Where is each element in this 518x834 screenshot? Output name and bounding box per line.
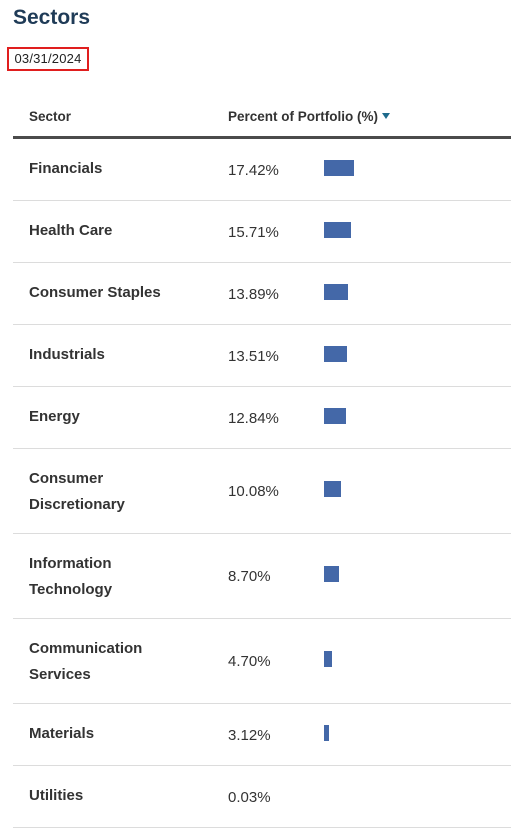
table-row: Financials 17.42%: [13, 139, 511, 201]
percent-value: 3.12%: [228, 727, 271, 744]
sector-name-line: Discretionary: [29, 496, 125, 513]
percent-bar: [324, 160, 354, 176]
sector-name: Financials: [29, 156, 199, 182]
table-row: Consumer Staples 13.89%: [13, 263, 511, 325]
percent-value: 8.70%: [228, 568, 271, 585]
sector-name: Information Technology: [29, 551, 199, 603]
table-row: Materials 3.12%: [13, 704, 511, 766]
column-header-percent[interactable]: Percent of Portfolio (%): [228, 109, 391, 124]
sector-name-line: Communication: [29, 640, 143, 657]
percent-value: 12.84%: [228, 410, 279, 427]
percent-bar: [324, 725, 329, 741]
sector-name-line: Utilities: [29, 787, 84, 804]
as-of-date: 03/31/2024: [7, 47, 89, 71]
percent-value: 4.70%: [228, 653, 271, 670]
column-header-sector[interactable]: Sector: [29, 109, 72, 124]
sector-name: Utilities: [29, 783, 199, 809]
percent-value: 13.89%: [228, 286, 279, 303]
sector-name-line: Consumer: [29, 470, 104, 487]
table-row: Industrials 13.51%: [13, 325, 511, 387]
sector-name-line: Services: [29, 666, 91, 683]
percent-bar: [324, 566, 339, 582]
table-row: Utilities 0.03%: [13, 766, 511, 828]
percent-value: 13.51%: [228, 348, 279, 365]
percent-bar: [324, 346, 347, 362]
sector-name-line: Consumer Staples: [29, 284, 161, 301]
percent-bar: [324, 481, 341, 497]
percent-bar: [324, 284, 348, 300]
sector-name-line: Health Care: [29, 222, 113, 239]
sector-name-line: Energy: [29, 408, 80, 425]
sector-name: Industrials: [29, 342, 199, 368]
sector-name-line: Technology: [29, 581, 113, 598]
table-row: Communication Services 4.70%: [13, 619, 511, 704]
table-header: Sector Percent of Portfolio (%): [13, 96, 511, 139]
sector-name-line: Materials: [29, 725, 95, 742]
percent-value: 10.08%: [228, 483, 279, 500]
sector-name-line: Industrials: [29, 346, 105, 363]
percent-value: 0.03%: [228, 789, 271, 806]
percent-value: 15.71%: [228, 224, 279, 241]
table-row: Consumer Discretionary 10.08%: [13, 449, 511, 534]
sector-name: Consumer Staples: [29, 280, 199, 306]
sector-name: Consumer Discretionary: [29, 466, 199, 518]
page-title: Sectors: [13, 6, 91, 29]
sector-name-line: Financials: [29, 160, 103, 177]
sectors-table: Sector Percent of Portfolio (%) Financia…: [13, 96, 511, 828]
percent-bar: [324, 651, 332, 667]
table-row: Health Care 15.71%: [13, 201, 511, 263]
sort-descending-icon[interactable]: [382, 113, 391, 119]
table-row: Information Technology 8.70%: [13, 534, 511, 619]
sector-name: Health Care: [29, 218, 199, 244]
percent-bar: [324, 222, 351, 238]
table-body: Financials 17.42% Health Care 15.71% Consume…: [13, 139, 511, 828]
table-row: Energy 12.84%: [13, 387, 511, 449]
sector-name: Energy: [29, 404, 199, 430]
percent-bar: [324, 408, 346, 424]
percent-value: 17.42%: [228, 162, 279, 179]
sector-name: Materials: [29, 721, 199, 747]
sector-name-line: Information: [29, 555, 112, 572]
sector-name: Communication Services: [29, 636, 199, 688]
